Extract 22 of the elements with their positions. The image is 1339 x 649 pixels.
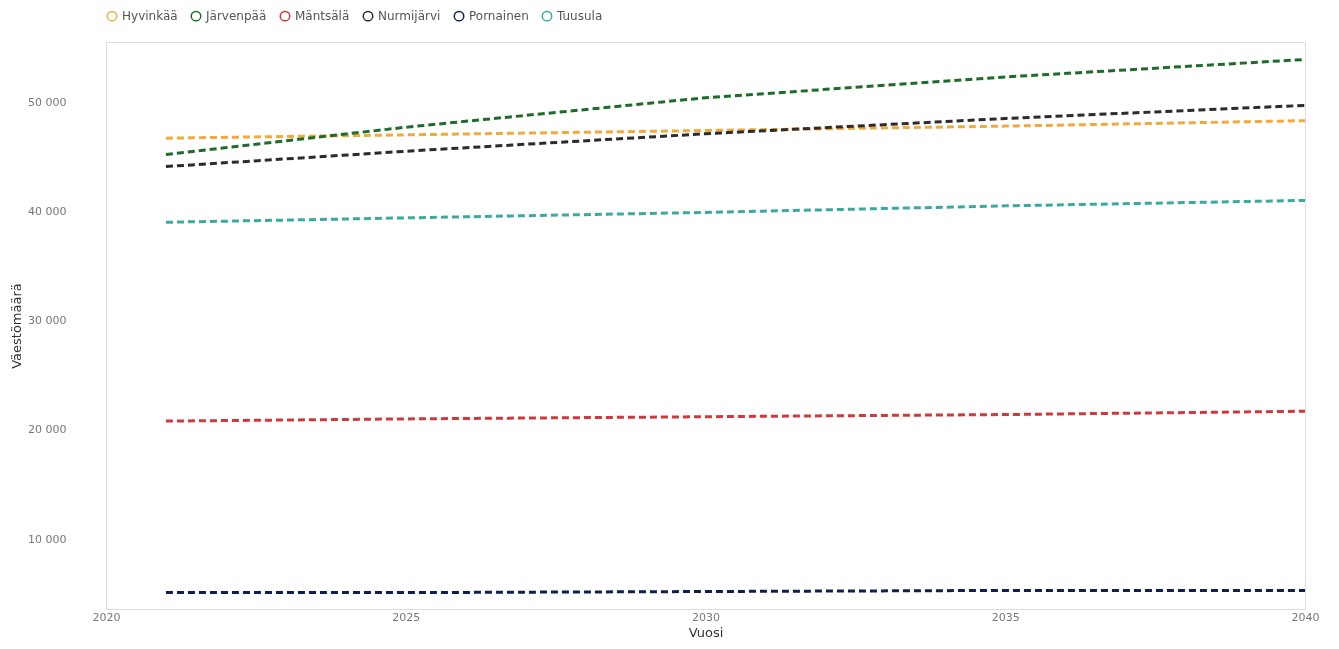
y-tick-label: 10 000 (28, 532, 67, 546)
x-axis-title: Vuosi (688, 624, 724, 640)
legend-label: Hyvinkää (122, 9, 178, 24)
x-tick-label: 2020 (92, 610, 121, 624)
x-tick-label: 2030 (692, 610, 720, 624)
y-tick-label: 30 000 (28, 314, 67, 328)
line-series (164, 409, 1307, 423)
line-series (164, 119, 1307, 140)
legend-label: Mäntsälä (295, 9, 350, 24)
y-tick-label: 20 000 (28, 423, 67, 437)
legend-label: Järvenpää (205, 9, 267, 24)
y-tick-label: 50 000 (28, 95, 67, 109)
legend-label: Nurmijärvi (378, 9, 441, 24)
y-tick-label: 40 000 (28, 204, 67, 218)
legend-label: Tuusula (556, 9, 603, 24)
y-axis-title: Väestömäärä (9, 283, 25, 369)
line-series (164, 103, 1307, 169)
x-tick-label: 2035 (991, 610, 1020, 624)
x-tick-label: 2025 (392, 610, 421, 624)
line-series (164, 198, 1307, 224)
x-tick-label: 2040 (1291, 610, 1320, 624)
legend-label: Pornainen (469, 9, 529, 24)
